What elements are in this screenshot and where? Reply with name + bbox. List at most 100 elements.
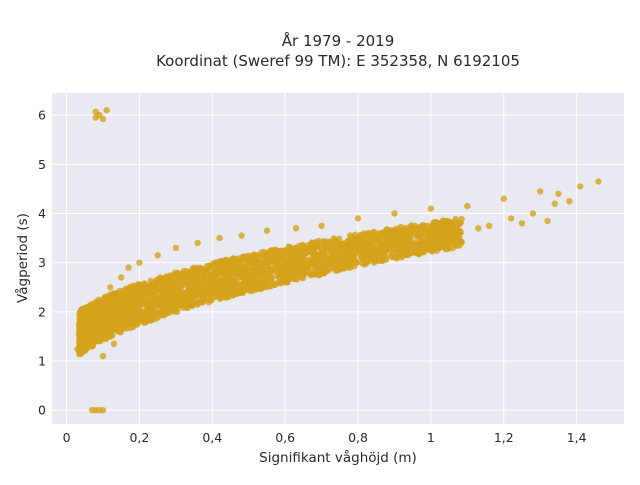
y-tick-label: 6 [38,108,46,123]
data-point [147,316,154,323]
data-point [201,269,209,276]
data-point [107,333,114,340]
data-point [106,315,113,322]
data-point [537,188,544,195]
data-point [156,275,164,282]
data-point [91,328,98,335]
data-point [340,259,347,266]
data-point [221,281,228,288]
data-point [98,333,105,340]
data-point [212,260,219,267]
data-point [431,232,438,240]
data-point [136,289,144,296]
data-point [263,227,271,234]
x-tick-label: 0,6 [275,430,295,445]
data-point [286,263,293,271]
data-point [326,266,333,273]
data-point [92,321,99,328]
x-axis-ticks: 0 0,2 0,4 0,6 0,8 1 1,2 1,4 [63,430,587,445]
data-point [209,289,216,296]
data-point [422,227,429,234]
data-point [127,283,135,290]
data-point [196,269,203,276]
data-point [76,316,84,324]
data-point [105,327,112,334]
data-point [417,233,424,241]
data-point [150,308,158,316]
data-points [74,107,602,414]
data-point [292,225,300,232]
x-tick-label: 0,2 [129,430,149,445]
data-point [402,231,409,239]
data-point [324,245,331,253]
data-point [429,248,436,255]
data-point [426,242,433,249]
data-point [315,243,323,250]
data-point [365,250,372,257]
data-point [92,304,99,312]
data-point [164,298,172,306]
data-point [335,256,342,264]
data-point [300,249,307,256]
y-axis-label: Vågperiod (s) [14,213,31,303]
data-point [343,264,351,271]
data-point [207,296,214,303]
data-point [252,279,260,286]
data-point [172,283,179,290]
data-point [432,218,439,226]
data-point [171,269,179,276]
data-point [382,242,390,249]
data-point [154,252,161,259]
data-point [389,237,396,244]
data-point [365,242,373,249]
data-point [277,280,285,287]
data-point [157,292,164,300]
data-point [180,274,187,281]
data-point [354,215,362,222]
data-point [172,244,180,252]
data-point [268,248,275,256]
data-point [216,234,223,242]
data-point [96,313,103,320]
data-point [114,328,122,335]
data-point [577,183,584,190]
data-point [446,223,453,230]
data-point [301,269,309,276]
data-point [263,283,271,290]
data-point [121,323,129,330]
data-point [344,237,352,245]
data-point [226,288,233,296]
data-point [404,244,411,251]
data-point [282,279,289,286]
data-point [116,309,123,316]
data-point [352,259,360,266]
data-point [120,301,127,309]
data-point [76,310,83,317]
data-point [335,248,343,256]
data-point [129,298,136,306]
data-point [334,266,341,274]
data-point [127,324,134,332]
data-point [125,264,132,271]
data-point [435,244,443,251]
data-point [181,296,189,304]
data-point [206,277,213,285]
data-point [190,299,198,306]
data-point [381,255,388,262]
data-point [254,284,261,291]
data-point [158,298,165,306]
data-point [191,265,199,273]
chart-subtitle: Koordinat (Sweref 99 TM): E 352358, N 61… [156,52,520,70]
x-tick-label: 0 [63,430,71,445]
y-axis-ticks: 0 1 2 3 4 5 6 [38,108,46,418]
data-point [263,277,270,284]
data-point [235,263,242,270]
data-point [426,233,433,240]
data-point [259,259,266,266]
x-tick-label: 1,2 [494,430,514,445]
data-point [175,296,182,303]
data-point [282,271,289,279]
data-point [81,335,89,343]
data-point [131,312,138,320]
data-point [318,222,325,229]
